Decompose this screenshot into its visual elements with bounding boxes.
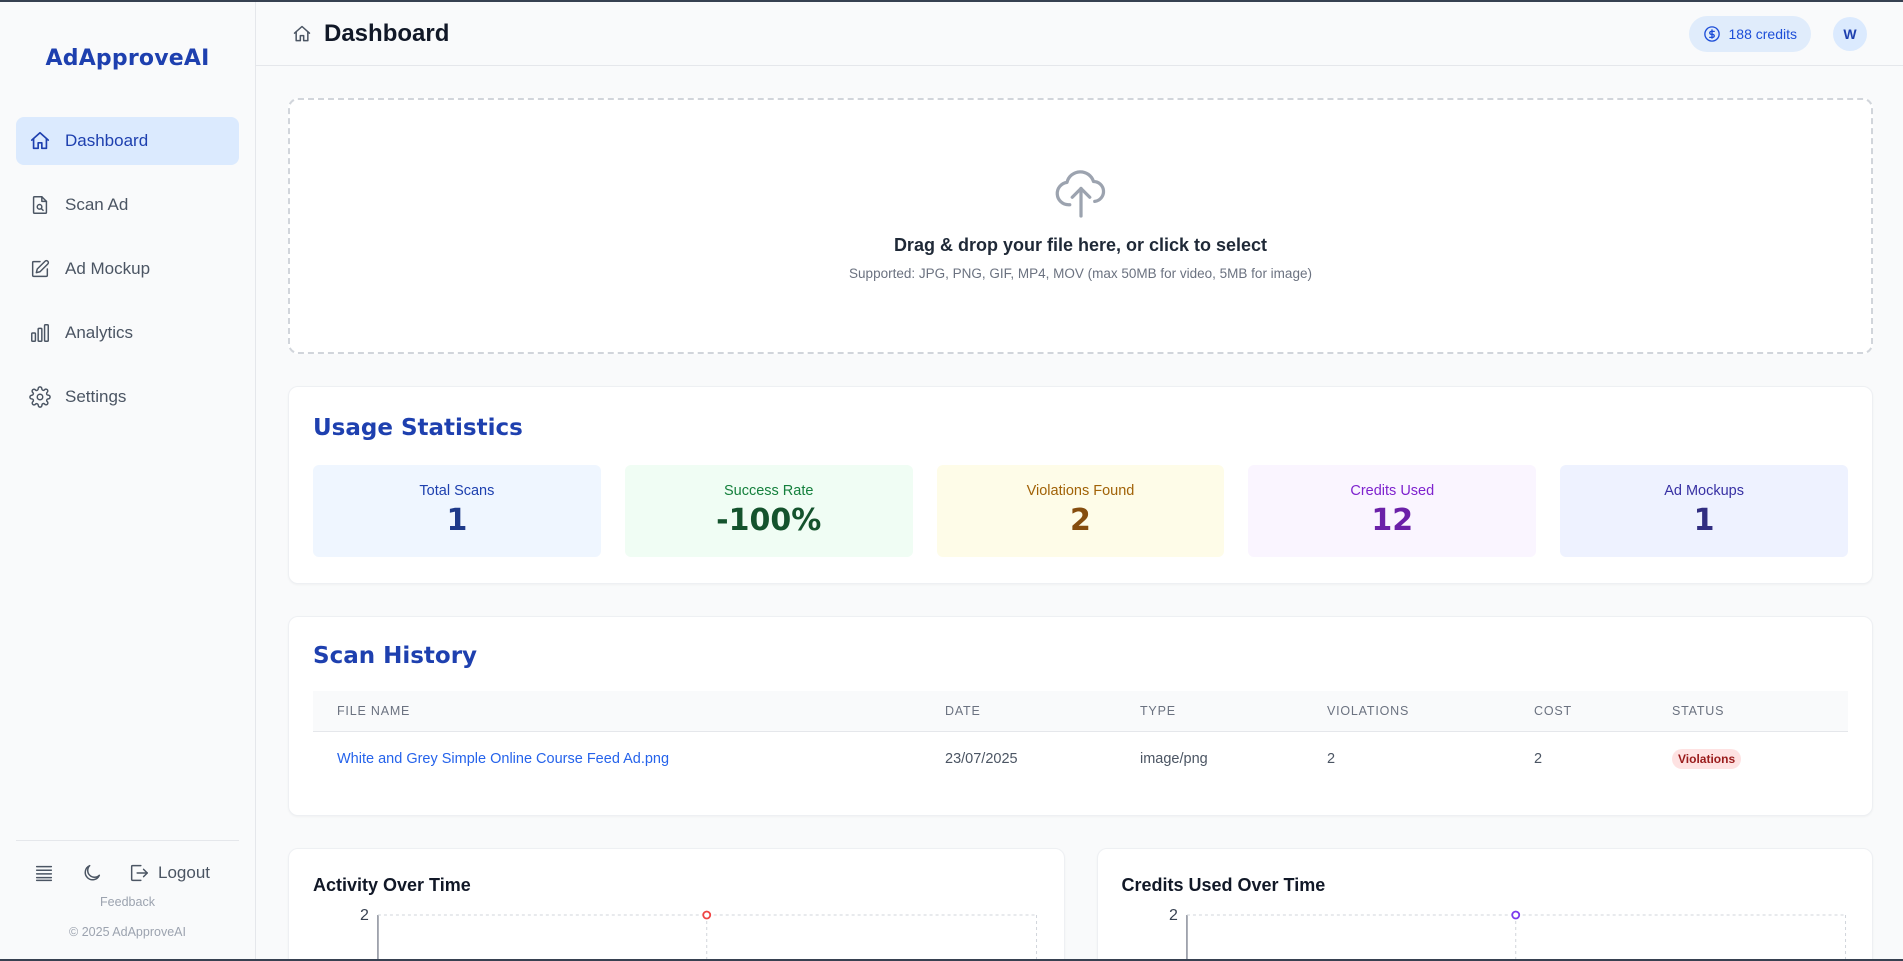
sidebar-nav: Dashboard Scan Ad Ad Mockup Analytics	[0, 117, 255, 421]
avatar[interactable]: W	[1833, 16, 1867, 51]
gear-icon	[29, 386, 51, 408]
logout-button[interactable]: Logout	[128, 862, 210, 884]
stat-violations-found: Violations Found 2	[936, 465, 1225, 557]
credits-chart-title: Credits Used Over Time	[1121, 875, 1326, 895]
dropzone-title: Drag & drop your file here, or click to …	[893, 235, 1268, 255]
activity-chart: 2	[360, 909, 1038, 959]
credits-count: 188 credits	[1728, 25, 1797, 42]
activity-chart-card: Activity Over Time 2	[288, 848, 1065, 959]
y-tick-label: 2	[1169, 909, 1178, 924]
cell-violations: 2	[1327, 751, 1336, 768]
credits-badge[interactable]: 188 credits	[1688, 15, 1811, 52]
scan-history-card: Scan History FILE NAME DATE TYPE VIOLATI…	[288, 616, 1873, 816]
stat-label: Violations Found	[1026, 483, 1135, 499]
home-icon	[292, 24, 312, 44]
feedback-link[interactable]: Feedback	[100, 895, 155, 909]
credits-chart-card: Credits Used Over Time 2	[1096, 848, 1873, 959]
cell-type: image/png	[1140, 751, 1208, 768]
sidebar-item-label: Analytics	[65, 323, 134, 342]
scan-history-title: Scan History	[313, 643, 478, 669]
sidebar-item-label: Scan Ad	[65, 195, 129, 214]
sidebar-item-label: Dashboard	[65, 131, 149, 150]
sidebar-footer-actions: Logout	[16, 861, 239, 885]
sidebar-item-dashboard[interactable]: Dashboard	[16, 117, 239, 165]
sidebar-item-label: Settings	[65, 387, 127, 406]
data-point	[1510, 910, 1520, 920]
moon-icon[interactable]	[80, 861, 104, 885]
stats-row: Total Scans 1 Success Rate -100% Violati…	[313, 465, 1848, 557]
file-dropzone[interactable]: Drag & drop your file here, or click to …	[288, 98, 1873, 354]
cell-status: Violations	[1648, 731, 1848, 787]
stat-value: -100%	[716, 503, 822, 538]
cell-cost: 2	[1534, 751, 1543, 768]
sidebar-footer: Logout Feedback © 2025 AdApproveAI	[16, 840, 239, 939]
cloud-upload-icon	[1055, 170, 1105, 218]
brand-logo[interactable]: AdApproveAI	[45, 46, 210, 71]
dollar-circle-icon	[1703, 25, 1720, 42]
column-header-status[interactable]: STATUS	[1648, 691, 1848, 732]
file-search-icon	[29, 194, 51, 216]
stat-label: Success Rate	[723, 483, 814, 499]
collapse-menu-icon[interactable]	[32, 861, 56, 885]
pencil-square-icon	[29, 258, 51, 280]
stat-label: Ad Mockups	[1664, 483, 1744, 499]
usage-statistics-card: Usage Statistics Total Scans 1 Success R…	[288, 386, 1873, 584]
sidebar-item-settings[interactable]: Settings	[16, 373, 239, 421]
table-header-row: FILE NAME DATE TYPE VIOLATIONS COST STAT…	[313, 691, 1848, 732]
column-header-file-name[interactable]: FILE NAME	[313, 691, 921, 732]
stat-value: 1	[1693, 503, 1715, 538]
column-header-cost[interactable]: COST	[1510, 691, 1648, 732]
stat-value: 2	[1070, 503, 1091, 538]
credits-chart: 2	[1169, 909, 1846, 959]
sidebar-item-scan-ad[interactable]: Scan Ad	[16, 181, 239, 229]
top-bar: Dashboard 188 credits W	[256, 2, 1903, 66]
sidebar-item-label: Ad Mockup	[65, 259, 151, 278]
stat-total-scans: Total Scans 1	[313, 465, 601, 557]
stat-label: Credits Used	[1350, 483, 1435, 499]
copyright-text: © 2025 AdApproveAI	[69, 925, 186, 939]
sidebar-item-analytics[interactable]: Analytics	[16, 309, 239, 357]
logout-icon	[130, 864, 148, 882]
data-point	[702, 910, 712, 920]
sidebar-item-ad-mockup[interactable]: Ad Mockup	[16, 245, 239, 293]
usage-statistics-title: Usage Statistics	[313, 415, 523, 441]
charts-row: Activity Over Time 2 Credits Used Over T…	[288, 848, 1873, 959]
dashboard-content: Drag & drop your file here, or click to …	[256, 66, 1903, 959]
sidebar: AdApproveAI Dashboard Scan Ad Ad Mockup	[0, 2, 256, 959]
table-row[interactable]: White and Grey Simple Online Course Feed…	[313, 731, 1848, 787]
logout-label: Logout	[158, 863, 210, 882]
y-tick-label: 2	[360, 909, 369, 924]
scan-history-table: FILE NAME DATE TYPE VIOLATIONS COST STAT…	[313, 691, 1848, 787]
bar-chart-icon	[29, 322, 51, 344]
stat-credits-used: Credits Used 12	[1248, 465, 1537, 557]
stat-ad-mockups: Ad Mockups 1	[1560, 465, 1848, 557]
cell-date: 23/07/2025	[945, 751, 1018, 768]
column-header-date[interactable]: DATE	[921, 691, 1116, 732]
stat-value: 12	[1371, 503, 1414, 538]
status-badge: Violations	[1672, 749, 1742, 770]
file-name-link[interactable]: White and Grey Simple Online Course Feed…	[337, 751, 670, 768]
dropzone-subtitle: Supported: JPG, PNG, GIF, MP4, MOV (max …	[849, 266, 1312, 281]
home-icon	[29, 130, 51, 152]
main-content: Dashboard 188 credits W Drag & drop your…	[256, 2, 1903, 959]
activity-chart-title: Activity Over Time	[313, 875, 471, 895]
column-header-violations[interactable]: VIOLATIONS	[1303, 691, 1510, 732]
column-header-type[interactable]: TYPE	[1116, 691, 1303, 732]
stat-label: Total Scans	[419, 483, 495, 499]
stat-value: 1	[446, 503, 468, 538]
stat-success-rate: Success Rate -100%	[624, 465, 913, 557]
page-title: Dashboard	[324, 19, 450, 47]
